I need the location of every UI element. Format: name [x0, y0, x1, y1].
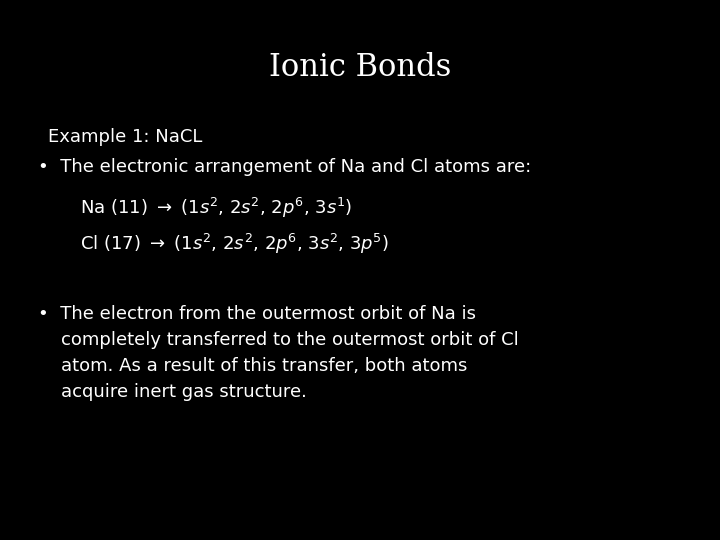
Text: atom. As a result of this transfer, both atoms: atom. As a result of this transfer, both…: [38, 357, 467, 375]
Text: Ionic Bonds: Ionic Bonds: [269, 52, 451, 83]
Text: Na (11) $\rightarrow$ (1$s^2$, 2$s^2$, 2$p^6$, 3$s^1$): Na (11) $\rightarrow$ (1$s^2$, 2$s^2$, 2…: [80, 196, 352, 220]
Text: •  The electron from the outermost orbit of Na is: • The electron from the outermost orbit …: [38, 305, 476, 323]
Text: completely transferred to the outermost orbit of Cl: completely transferred to the outermost …: [38, 331, 518, 349]
Text: Example 1: NaCL: Example 1: NaCL: [48, 128, 202, 146]
Text: acquire inert gas structure.: acquire inert gas structure.: [38, 383, 307, 401]
Text: Cl (17) $\rightarrow$ (1$s^2$, 2$s^2$, 2$p^6$, 3$s^2$, 3$p^5$): Cl (17) $\rightarrow$ (1$s^2$, 2$s^2$, 2…: [80, 232, 389, 256]
Text: •  The electronic arrangement of Na and Cl atoms are:: • The electronic arrangement of Na and C…: [38, 158, 531, 176]
